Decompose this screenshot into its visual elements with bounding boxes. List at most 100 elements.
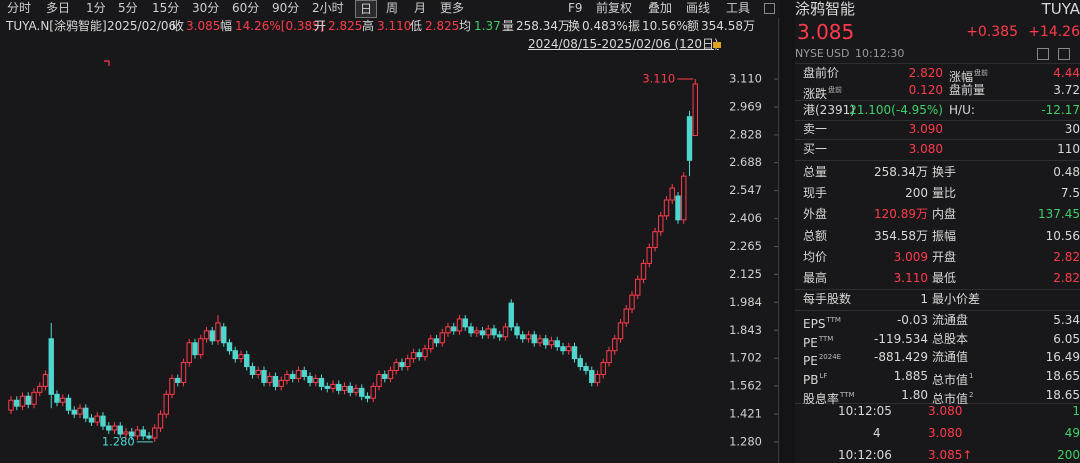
period-tab[interactable]: 15分 [152, 1, 180, 15]
period-tab[interactable]: 90分 [272, 1, 300, 15]
label-sup: 2024E [818, 353, 842, 361]
candle-body [382, 373, 388, 379]
candle-body [514, 326, 520, 336]
row-value: -881.429 [874, 350, 928, 364]
candle-body [589, 370, 595, 383]
period-tab[interactable]: 多日 [46, 1, 71, 15]
candle-body [341, 385, 348, 391]
candle-body [232, 350, 238, 360]
y-tick-label: 1.280 [729, 434, 762, 448]
candle-body [31, 391, 37, 405]
period-tab[interactable]: 2小时 [312, 1, 344, 15]
row-label: 总市值1 [932, 368, 973, 388]
candle-body [479, 330, 486, 336]
period-tab[interactable]: 5分 [118, 1, 138, 15]
candle-body [428, 338, 434, 350]
field-label: 高 [362, 19, 375, 33]
candle-body [77, 407, 83, 415]
row-value: 354.58万 [874, 229, 928, 243]
tool-button[interactable]: F9 [568, 1, 583, 15]
row-value: -12.17 [1041, 103, 1080, 117]
field-label: 低 [410, 19, 423, 33]
candle-body [330, 383, 336, 389]
candle-body [83, 407, 89, 419]
period-tab[interactable]: 1分 [86, 1, 106, 15]
row-label: 涨幅盘前 [949, 65, 988, 85]
candle-body [249, 366, 256, 375]
candle-body [675, 195, 681, 221]
candle-body [635, 278, 641, 296]
candle-body [318, 377, 325, 387]
menu-icon[interactable] [764, 3, 775, 14]
row-label: 盘前价 [803, 66, 840, 80]
period-tab[interactable]: 周 [386, 1, 399, 15]
trade-time: 4 [873, 426, 881, 440]
candle-body [617, 322, 624, 340]
candle-body [106, 425, 112, 431]
row-label: 外盘 [803, 207, 828, 221]
candle-body [577, 358, 583, 368]
period-tab[interactable]: 30分 [192, 1, 220, 15]
candle-body [393, 362, 399, 372]
candle-body [37, 385, 43, 393]
candle-body [612, 338, 618, 352]
label-text: 涨幅 [949, 70, 974, 84]
candle-body [376, 373, 382, 387]
panel-icon[interactable] [1058, 48, 1070, 60]
candle-body [278, 379, 284, 387]
candle-body [42, 373, 49, 387]
row-value: 30 [1064, 122, 1080, 136]
row-label: PE2024E [803, 349, 841, 369]
panel-gutter [780, 0, 795, 463]
candle-body [548, 340, 555, 346]
row-label: 买一 [803, 142, 828, 156]
panel-icon[interactable] [1037, 48, 1049, 60]
candle-body [54, 393, 60, 403]
period-tab[interactable]: 60分 [232, 1, 260, 15]
label-text: PE [803, 336, 818, 350]
period-tab-selected[interactable]: 日 [355, 0, 378, 18]
tool-button[interactable]: 前复权 [596, 1, 633, 15]
candle-body [359, 387, 365, 397]
tool-button[interactable]: 工具 [726, 1, 751, 15]
candle-body [301, 370, 307, 377]
row-label: 换手 [932, 165, 957, 179]
candle-body [60, 397, 66, 403]
candle-body [537, 338, 543, 344]
field-label: 收 [172, 19, 185, 33]
candle-body [658, 215, 664, 233]
row-value: -119.534 [874, 332, 928, 346]
candle-body [25, 395, 31, 405]
separator [795, 160, 1080, 161]
quote-time: 10:12:30 [855, 47, 905, 60]
lock-icon[interactable] [713, 42, 721, 48]
candle-body [646, 247, 652, 264]
tool-button[interactable]: 叠加 [648, 1, 673, 15]
candle-body [169, 377, 175, 395]
field-value: 14.26%[0.385] [235, 19, 325, 33]
tool-button[interactable]: 画线 [686, 1, 711, 15]
price-change-pct: +14.26 [1028, 24, 1080, 40]
candle-body [198, 338, 204, 356]
field-value: 354.58万 [701, 19, 755, 33]
y-tick-label: 3.110 [729, 71, 762, 85]
row-label: 均价 [803, 250, 828, 264]
row-value: 4.44 [1053, 66, 1080, 80]
label-sup: 2 [969, 391, 974, 399]
candle-body [502, 326, 509, 338]
row-label: 内盘 [932, 207, 957, 221]
separator [795, 63, 1080, 64]
candle-body [405, 358, 411, 368]
field-label: 换 [568, 19, 581, 33]
row-value: 258.34万 [874, 165, 928, 179]
date-range[interactable]: 2024/08/15-2025/02/06 (120日) [528, 37, 719, 51]
candle-body [186, 342, 192, 364]
trade-volume: 1 [1072, 404, 1080, 418]
period-tab[interactable]: 月 [414, 1, 427, 15]
period-tab[interactable]: 更多 [440, 1, 465, 15]
candle-body [163, 393, 169, 415]
candle-body [571, 346, 578, 360]
label-sup: TTM [818, 335, 834, 343]
candle-body [669, 187, 675, 201]
period-tab[interactable]: 分时 [7, 1, 32, 15]
